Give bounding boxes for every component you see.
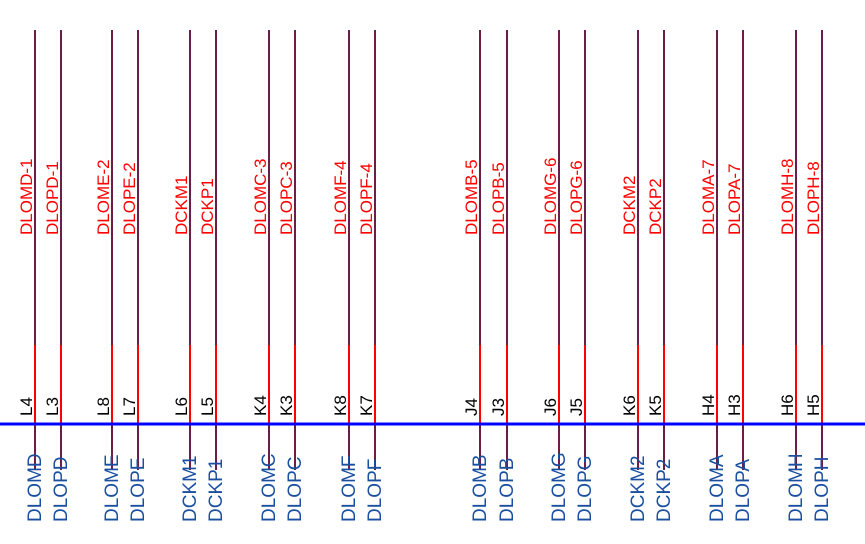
pin-number: H6 — [778, 394, 797, 416]
net-label: DLOPB-5 — [489, 162, 508, 235]
port-label: DLOMA — [707, 454, 728, 522]
net-label: DLOMG-6 — [541, 158, 560, 235]
pin-number: J4 — [462, 398, 481, 416]
labels-layer: DLOMD-1 L4 DLOMD DLOPD-1 L3 DLOPD DLOME-2 L8 DLO… — [17, 158, 833, 522]
pin-number: K5 — [646, 395, 665, 416]
port-label: DLOMB — [470, 454, 491, 522]
pin-number: K3 — [277, 395, 296, 416]
port-label: DLOMC — [259, 453, 280, 522]
pin-number: H3 — [725, 394, 744, 416]
port-label: DCKM1 — [180, 455, 201, 522]
net-label: DLOPF-4 — [357, 163, 376, 235]
pin-number: J3 — [489, 398, 508, 416]
port-label: DLOPA — [733, 459, 754, 522]
port-label: DLOPH — [812, 457, 833, 522]
pin-number: K6 — [620, 395, 639, 416]
net-label: DLOPC-3 — [277, 161, 296, 235]
net-label: DLOMC-3 — [251, 158, 270, 235]
pin-number: J5 — [567, 398, 586, 416]
net-label: DLOPG-6 — [567, 160, 586, 235]
pin-number: K7 — [357, 395, 376, 416]
net-label: DLOMH-8 — [778, 158, 797, 235]
pin-number: H5 — [804, 394, 823, 416]
pin-number: L6 — [172, 397, 191, 416]
port-label: DLOMG — [549, 452, 570, 522]
pin-number: H4 — [699, 394, 718, 416]
net-label: DLOME-2 — [94, 159, 113, 235]
net-label: DCKP2 — [646, 178, 665, 235]
net-label: DCKP1 — [198, 178, 217, 235]
port-label: DLOMH — [786, 453, 807, 522]
net-label: DLOPH-8 — [804, 161, 823, 235]
port-label: DLOPC — [285, 457, 306, 522]
net-label: DLOMD-1 — [17, 158, 36, 235]
port-label: DLOME — [102, 454, 123, 522]
pin-number: L8 — [94, 397, 113, 416]
port-label: DLOPD — [51, 457, 72, 522]
pin-number: L5 — [198, 397, 217, 416]
net-label: DLOPA-7 — [725, 164, 744, 236]
pin-number: L3 — [43, 397, 62, 416]
pin-number: L7 — [120, 397, 139, 416]
net-label: DLOPD-1 — [43, 161, 62, 235]
net-label: DLOPE-2 — [120, 162, 139, 235]
net-label: DCKM1 — [172, 175, 191, 235]
net-label: DLOMF-4 — [331, 160, 350, 235]
port-label: DLOPB — [497, 458, 518, 522]
pin-number: L4 — [17, 397, 36, 416]
port-label: DLOPE — [128, 458, 149, 522]
port-label: DCKP1 — [206, 459, 227, 522]
wires-layer — [34, 30, 823, 470]
net-label: DCKM2 — [620, 175, 639, 235]
net-label: DLOMA-7 — [699, 159, 718, 235]
net-label: DLOMB-5 — [462, 159, 481, 235]
pin-number: J6 — [541, 398, 560, 416]
pin-number: K4 — [251, 395, 270, 416]
pin-number: K8 — [331, 395, 350, 416]
port-label: DLOPG — [575, 455, 596, 522]
port-label: DCKP2 — [654, 459, 675, 522]
port-label: DLOPF — [365, 459, 386, 522]
port-label: DCKM2 — [628, 455, 649, 522]
port-label: DLOMF — [339, 456, 360, 523]
port-label: DLOMD — [25, 453, 46, 522]
